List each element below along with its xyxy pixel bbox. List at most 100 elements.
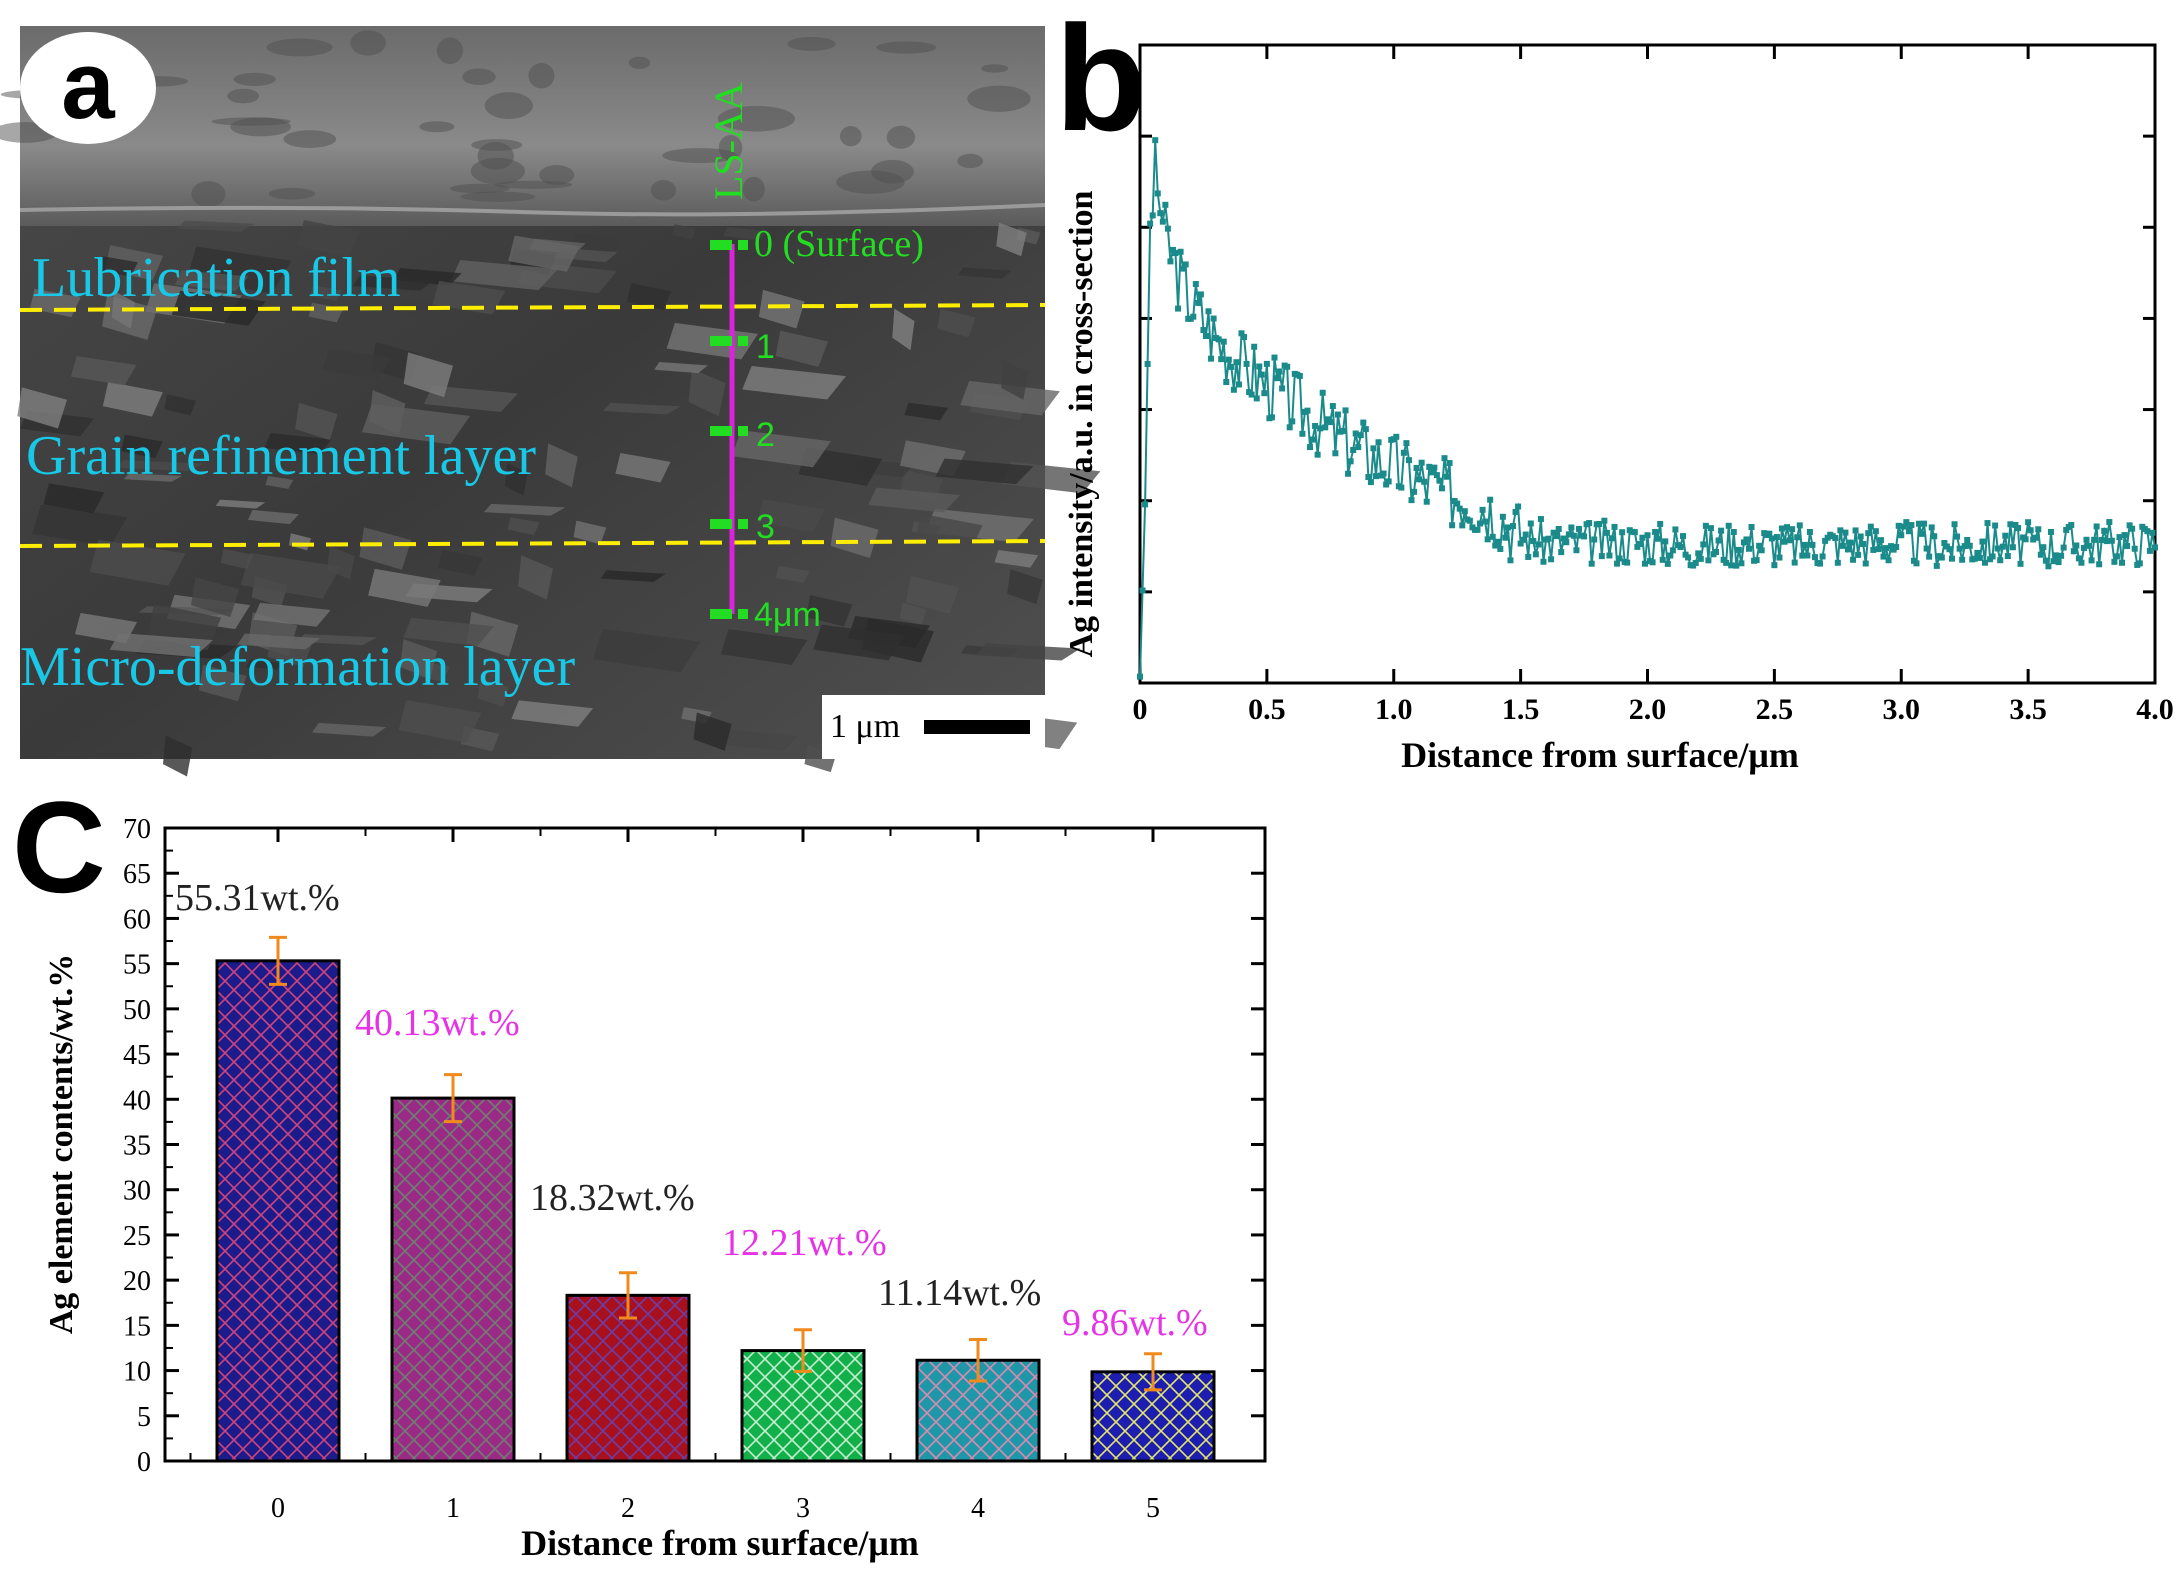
ag-intensity-point xyxy=(1553,533,1560,540)
sem-grain xyxy=(403,617,495,646)
boundary-refinement-deformation xyxy=(19,539,1046,548)
sem-grain xyxy=(174,270,249,292)
ag-intensity-point xyxy=(2093,523,2100,530)
ag-intensity-point xyxy=(1421,478,1428,485)
ag-intensity-point xyxy=(1895,522,1902,529)
ag-intensity-point xyxy=(1504,524,1511,531)
ag-intensity-point xyxy=(2004,553,2011,560)
sem-grain xyxy=(424,385,518,412)
ag-intensity-point xyxy=(1215,336,1222,343)
ag-intensity-point xyxy=(1614,560,1621,567)
ag-intensity-point xyxy=(1781,538,1788,545)
ag-intensity-point xyxy=(2124,542,2131,549)
sem-grain xyxy=(545,443,578,488)
sem-surface-spot xyxy=(484,92,533,120)
ag-intensity-point xyxy=(1563,539,1570,546)
sem-grain xyxy=(960,380,1060,416)
ag-intensity-point xyxy=(1456,505,1463,512)
ag-intensity-point xyxy=(1550,529,1557,536)
sem-surface-spot xyxy=(836,170,905,194)
ag-intensity-point xyxy=(1461,508,1468,515)
layer-label-micro-deformation: Micro-deformation layer xyxy=(20,636,575,698)
scale-bar xyxy=(924,720,1030,734)
plot-b-x-tick-labels: 0 0.5 1.0 1.5 2.0 2.5 3.0 3.5 4.0 xyxy=(1133,693,2174,726)
ag-intensity-point xyxy=(1162,201,1169,208)
ag-intensity-point xyxy=(2073,542,2080,549)
ag-intensity-point xyxy=(1999,543,2006,550)
ag-intensity-point xyxy=(1700,541,1707,548)
ag-intensity-point xyxy=(1497,545,1504,552)
ag-intensity-point xyxy=(2027,527,2034,534)
sem-grain xyxy=(264,433,332,455)
sem-grain xyxy=(327,546,355,580)
ag-intensity-point xyxy=(1844,546,1851,553)
ag-intensity-point xyxy=(1210,315,1217,322)
sem-grain xyxy=(654,362,708,374)
ag-intensity-point xyxy=(1758,547,1765,554)
ag-intensity-point xyxy=(1817,560,1824,567)
ag-intensity-point xyxy=(1205,308,1212,315)
ag-intensity-point xyxy=(1555,526,1562,533)
ag-intensity-point xyxy=(1654,535,1661,542)
sem-grain xyxy=(191,577,240,618)
y-tick-label: 50 xyxy=(123,995,151,1026)
plot-c-ylabel: Ag element contents/wt.% xyxy=(43,954,80,1335)
sem-grain xyxy=(775,565,810,583)
sem-grain xyxy=(171,290,266,326)
data-label: 18.32wt.% xyxy=(530,1177,695,1219)
ag-intensity-point xyxy=(1436,477,1443,484)
y-tick-label: 55 xyxy=(123,950,151,981)
sem-grain xyxy=(162,735,193,777)
ag-intensity-point xyxy=(1177,248,1184,255)
sem-grain xyxy=(99,256,138,277)
ag-intensity-point xyxy=(1362,426,1369,433)
ag-intensity-point xyxy=(1276,368,1283,375)
mark-1-label: 1 xyxy=(756,328,775,366)
sem-grain xyxy=(905,576,960,614)
sem-grain xyxy=(723,227,767,241)
mark-0-label: 0 (Surface) xyxy=(754,223,924,265)
panel-b: b 0 0.5 1.0 1.5 2.0 2.5 3.0 3.5 4.0 Distance fro… xyxy=(1055,0,2174,775)
ag-intensity-point xyxy=(1152,137,1159,144)
ag-intensity-point xyxy=(1664,560,1671,567)
ag-intensity-point xyxy=(1220,338,1227,345)
x-tick-label: 3 xyxy=(796,1493,810,1524)
ag-intensity-point xyxy=(1624,559,1631,566)
sem-grain xyxy=(915,513,983,553)
sem-grain xyxy=(603,402,681,415)
layer-label-grain-refinement: Grain refinement layer xyxy=(26,425,536,487)
ag-intensity-point xyxy=(1400,449,1407,456)
ag-intensity-point xyxy=(1167,258,1174,265)
ag-intensity-point xyxy=(1961,543,1968,550)
ag-intensity-point xyxy=(1877,537,1884,544)
ag-intensity-point xyxy=(1928,524,1935,531)
ag-intensity-point xyxy=(2050,558,2057,565)
ag-intensity-point xyxy=(1837,527,1844,534)
sem-surface-spot xyxy=(539,165,575,185)
sem-grain xyxy=(892,308,915,351)
x-tick-label: 0 xyxy=(1133,693,1148,726)
y-tick-label: 0 xyxy=(137,1447,151,1478)
ag-intensity-point xyxy=(1951,521,1958,528)
ag-intensity-point xyxy=(1875,546,1882,553)
ag-intensity-point xyxy=(1565,531,1572,538)
mark-0-dot xyxy=(738,240,748,250)
sem-grain xyxy=(32,504,128,547)
ag-intensity-point xyxy=(1416,476,1423,483)
ag-intensity-point xyxy=(1449,522,1456,529)
ag-intensity-point xyxy=(1317,425,1324,432)
sem-surface-spot xyxy=(268,187,316,200)
ag-intensity-point xyxy=(1746,545,1752,552)
ag-intensity-point xyxy=(1677,543,1684,550)
sem-grain xyxy=(432,280,506,315)
ag-intensity-point xyxy=(2096,561,2103,568)
ag-intensity-point xyxy=(1964,536,1971,543)
sem-grain xyxy=(102,381,163,417)
ag-intensity-point xyxy=(1352,430,1359,437)
ag-intensity-point xyxy=(1307,444,1314,451)
ag-intensity-point xyxy=(1862,560,1869,567)
ag-intensity-point xyxy=(1791,559,1798,566)
ag-intensity-point xyxy=(1799,552,1806,559)
sem-grain xyxy=(722,729,798,752)
